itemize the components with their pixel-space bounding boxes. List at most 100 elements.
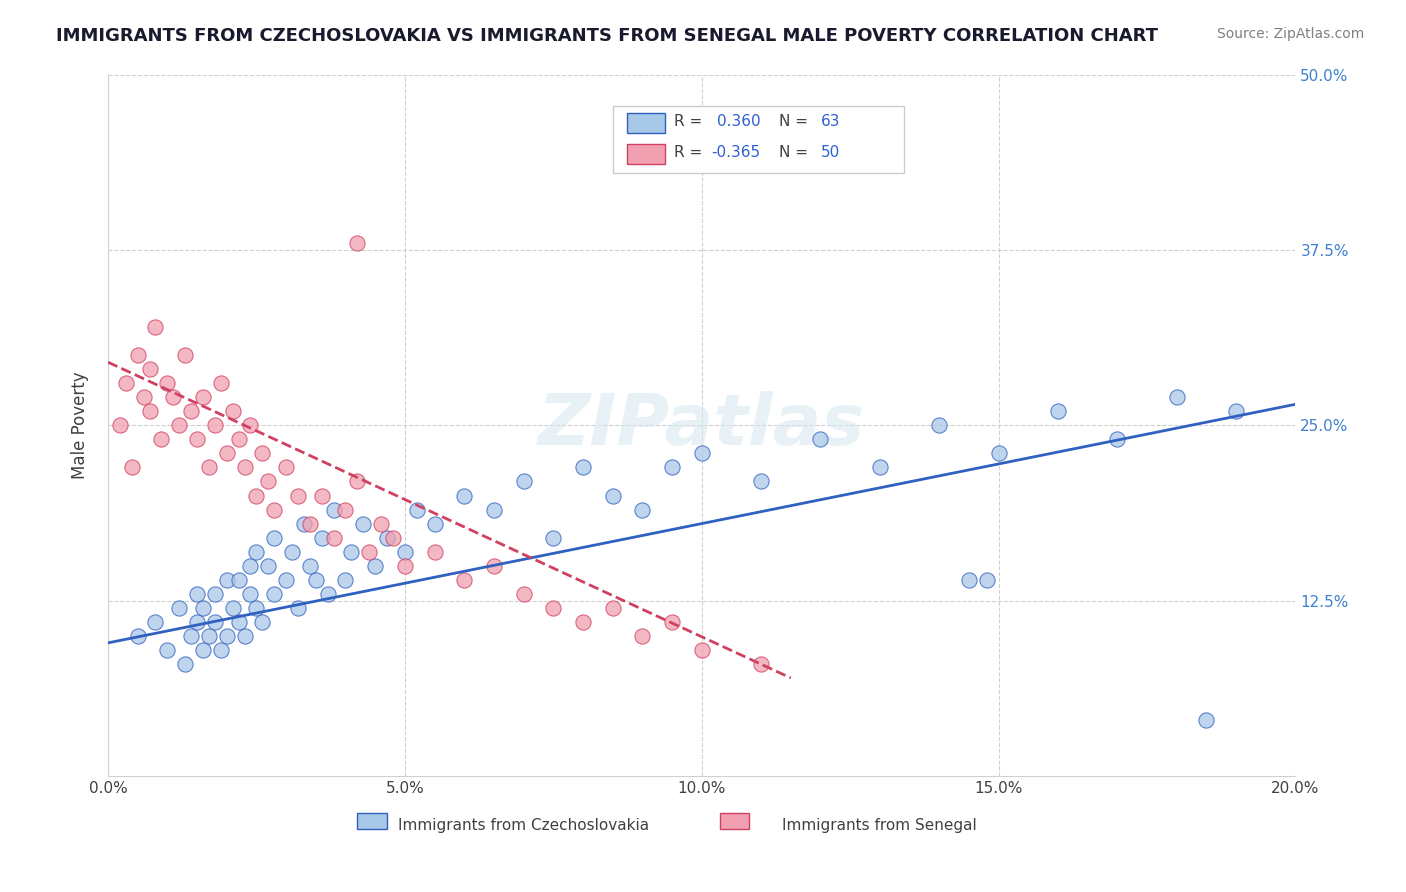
Point (138, 404, 160, 418)
Point (287, 489, 309, 503)
Point (346, 475, 368, 489)
FancyBboxPatch shape (357, 814, 387, 829)
Point (281, 544, 304, 558)
Text: 0.360: 0.360 (717, 114, 761, 129)
Point (239, 558, 262, 573)
Point (191, 600, 214, 615)
Point (1046, 404, 1069, 418)
Point (114, 376, 136, 391)
Text: N =: N = (779, 114, 813, 129)
Point (1225, 404, 1247, 418)
Point (453, 573, 475, 587)
Point (257, 475, 280, 489)
Point (423, 544, 446, 558)
Point (245, 544, 267, 558)
Point (298, 516, 321, 531)
Point (127, 348, 149, 362)
FancyBboxPatch shape (613, 106, 904, 173)
Point (274, 460, 297, 475)
Point (298, 558, 321, 573)
Point (749, 657, 772, 671)
Point (311, 531, 333, 545)
Point (359, 544, 381, 558)
Point (191, 643, 214, 657)
Point (394, 558, 416, 573)
Point (316, 587, 339, 601)
Point (976, 573, 998, 587)
Text: Source: ZipAtlas.com: Source: ZipAtlas.com (1216, 27, 1364, 41)
Point (221, 600, 243, 615)
Point (572, 460, 595, 475)
Point (215, 573, 238, 587)
Point (1107, 433, 1129, 447)
Point (335, 502, 357, 516)
Text: Immigrants from Senegal: Immigrants from Senegal (783, 818, 977, 833)
Point (156, 376, 179, 391)
Text: IMMIGRANTS FROM CZECHOSLOVAKIA VS IMMIGRANTS FROM SENEGAL MALE POVERTY CORRELATI: IMMIGRANTS FROM CZECHOSLOVAKIA VS IMMIGR… (56, 27, 1159, 45)
Point (364, 558, 387, 573)
Point (749, 475, 772, 489)
Point (263, 502, 285, 516)
Point (423, 516, 446, 531)
Text: Immigrants from Czechoslovakia: Immigrants from Czechoslovakia (398, 818, 650, 833)
Point (228, 433, 250, 447)
Point (198, 629, 221, 643)
Point (239, 418, 262, 433)
Point (174, 348, 197, 362)
FancyBboxPatch shape (627, 113, 665, 133)
Point (810, 433, 832, 447)
Point (191, 390, 214, 404)
Point (239, 587, 262, 601)
Point (1166, 390, 1188, 404)
Point (245, 600, 267, 615)
Point (274, 573, 297, 587)
Point (370, 516, 392, 531)
Point (394, 544, 416, 558)
Text: N =: N = (779, 145, 813, 160)
Point (138, 362, 160, 376)
Point (145, 320, 167, 334)
Point (174, 657, 197, 671)
Point (335, 573, 357, 587)
Point (631, 502, 654, 516)
Text: ZIPatlas: ZIPatlas (538, 391, 866, 460)
Point (512, 475, 534, 489)
Point (543, 600, 565, 615)
Point (305, 573, 328, 587)
Point (121, 460, 143, 475)
Point (340, 544, 363, 558)
Point (150, 433, 173, 447)
Point (512, 587, 534, 601)
Text: R =: R = (675, 114, 707, 129)
Point (602, 489, 624, 503)
Text: -0.365: -0.365 (711, 145, 761, 160)
Point (108, 418, 131, 433)
Point (543, 531, 565, 545)
Point (209, 643, 232, 657)
Point (661, 460, 683, 475)
Point (186, 433, 208, 447)
Y-axis label: Male Poverty: Male Poverty (72, 372, 89, 479)
Point (987, 446, 1010, 460)
Point (233, 629, 256, 643)
Point (602, 600, 624, 615)
Point (215, 446, 238, 460)
Text: 50: 50 (821, 145, 839, 160)
Point (186, 587, 208, 601)
Point (252, 615, 274, 629)
Point (661, 615, 683, 629)
Text: R =: R = (675, 145, 707, 160)
Point (453, 489, 475, 503)
Point (132, 390, 155, 404)
Point (252, 446, 274, 460)
Point (263, 531, 285, 545)
Point (928, 418, 950, 433)
Point (228, 615, 250, 629)
Point (287, 600, 309, 615)
Point (162, 390, 184, 404)
Text: 63: 63 (821, 114, 839, 129)
Point (209, 376, 232, 391)
Point (311, 489, 333, 503)
Point (215, 629, 238, 643)
Point (572, 615, 595, 629)
